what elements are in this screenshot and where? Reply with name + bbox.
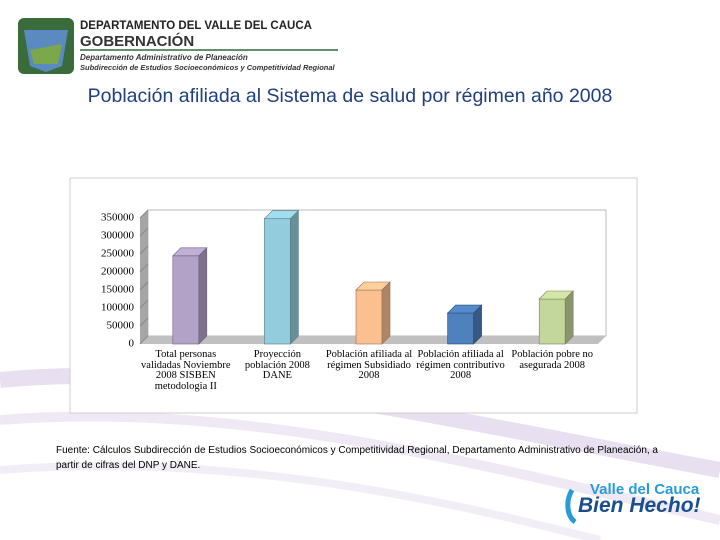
y-tick-label: 300000 <box>101 230 135 242</box>
bar-side <box>198 247 208 345</box>
x-tick-label: Población afiliada al régimen Subsidiado… <box>325 350 413 381</box>
bar <box>264 218 291 345</box>
header-subunit: Subdirección de Estudios Socioeconómicos… <box>80 63 335 72</box>
bar-side <box>564 290 574 345</box>
y-tick-label: 150000 <box>101 284 135 296</box>
bar <box>172 255 200 345</box>
grid-line <box>139 299 149 309</box>
y-tick-label: 100000 <box>101 302 135 314</box>
bar-side <box>290 209 299 345</box>
x-tick-label: Población pobre no asegurada 2008 <box>511 350 594 371</box>
y-tick-label: 350000 <box>101 212 135 224</box>
x-tick-label: Población afiliada al régimen contributi… <box>416 350 505 381</box>
bar <box>355 289 383 345</box>
source-note: Fuente: Cálculos Subdirección de Estudio… <box>56 445 658 471</box>
grid-line <box>139 281 149 291</box>
grid-line <box>139 209 149 219</box>
y-tick-label: 0 <box>129 338 135 350</box>
x-label-box: Total personas validadas Noviembre 2008 … <box>141 350 231 392</box>
bar <box>538 298 566 345</box>
x-tick-label: Total personas validadas Noviembre 2008 … <box>141 350 231 392</box>
chart-title: Población afiliada al Sistema de salud p… <box>87 85 613 107</box>
bar-side <box>473 304 482 345</box>
y-tick-label: 50000 <box>107 320 135 332</box>
bar <box>447 312 474 345</box>
grid-line <box>139 245 149 255</box>
y-tick-label: 250000 <box>101 248 135 260</box>
x-label-box: Población afiliada al régimen contributi… <box>416 350 505 381</box>
header-office: GOBERNACIÓN <box>80 33 195 50</box>
grid-line <box>139 227 149 237</box>
x-label-box: Población pobre no asegurada 2008 <box>511 350 594 371</box>
bar-side <box>381 281 391 345</box>
grid-line <box>139 317 149 327</box>
side-wall <box>140 210 148 344</box>
y-tick-label: 200000 <box>101 266 135 278</box>
header-department: DEPARTAMENTO DEL VALLE DEL CAUCA <box>80 20 312 32</box>
logo-line1: Valle del Cauca <box>590 481 700 498</box>
x-tick-label: Proyección población 2008 DANE <box>244 350 310 381</box>
logo-line2: Bien Hecho! <box>578 494 701 517</box>
grid-line <box>139 263 149 273</box>
x-label-box: Población afiliada al régimen Subsidiado… <box>325 350 413 381</box>
grid-line <box>139 335 149 345</box>
header-unit: Departamento Administrativo de Planeació… <box>80 53 248 62</box>
x-label-box: Proyección población 2008 DANE <box>244 350 310 381</box>
